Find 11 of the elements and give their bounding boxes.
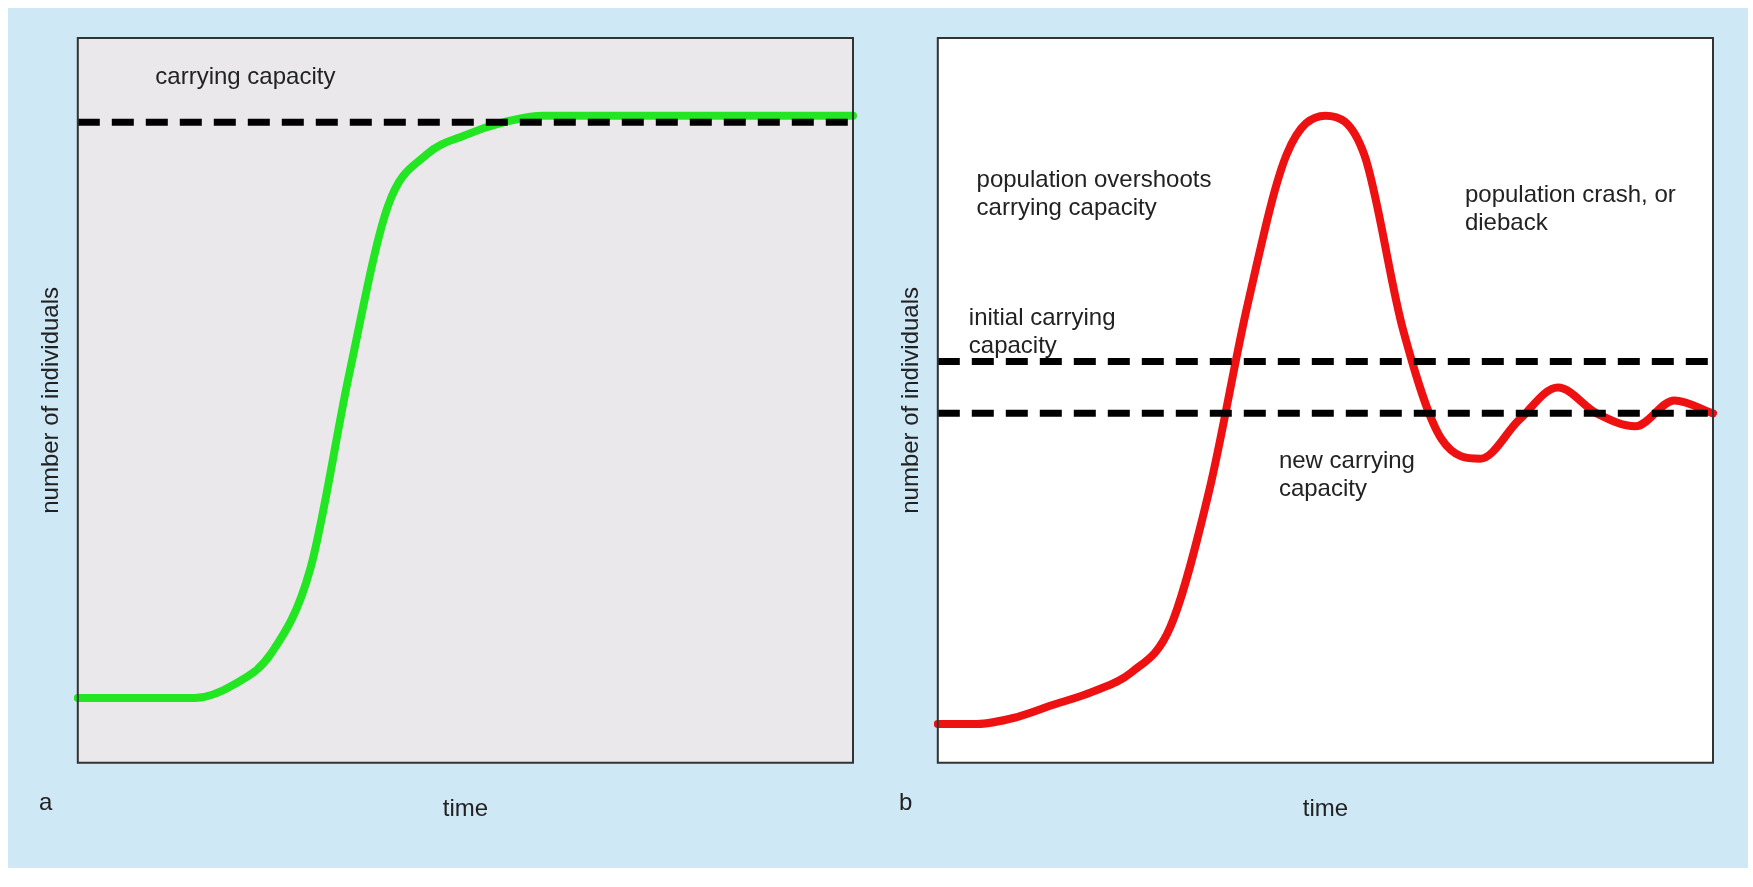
x-axis-title: time xyxy=(442,794,489,822)
ref-line-label: new carrying capacity xyxy=(1278,446,1415,502)
annotation: population overshoots carrying capacity xyxy=(976,165,1212,221)
ref-line-label: initial carrying capacity xyxy=(968,302,1116,358)
ref-line-label: carrying capacity xyxy=(155,62,336,90)
y-axis-title: number of individuals xyxy=(36,287,64,514)
text: b xyxy=(899,788,913,816)
annotation: population crash, or dieback xyxy=(1464,179,1676,235)
text: a xyxy=(39,788,54,816)
x-axis-title: time xyxy=(1302,794,1349,822)
y-axis-title: number of individuals xyxy=(896,287,924,514)
